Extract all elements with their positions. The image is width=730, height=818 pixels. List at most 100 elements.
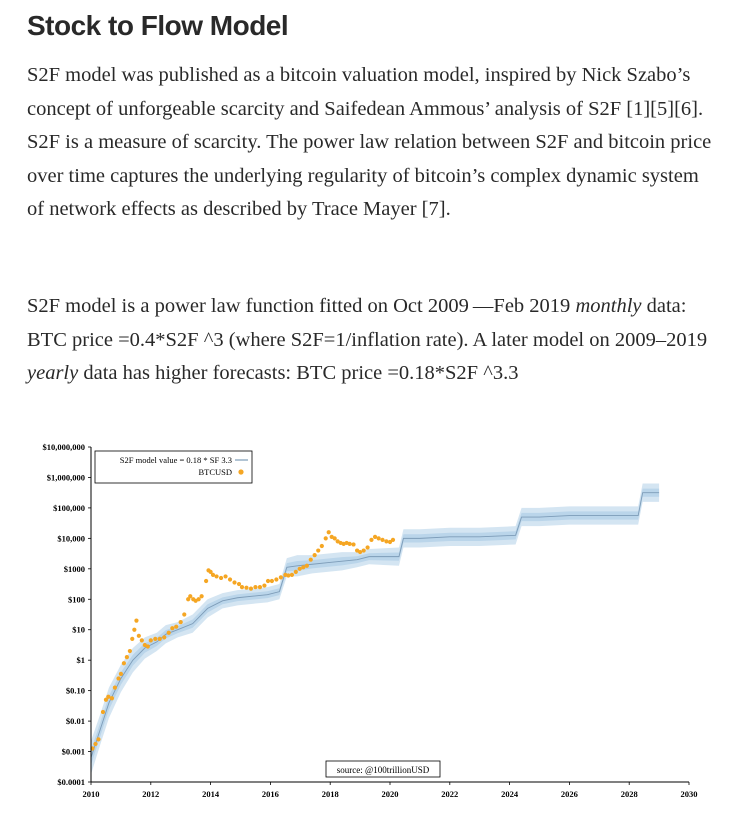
source-label: source: @100trillionUSD: [337, 765, 430, 775]
source-annotation: source: @100trillionUSD: [325, 760, 441, 778]
x-tick-label: 2020: [382, 789, 399, 799]
btc-point: [297, 566, 302, 571]
btc-point: [239, 584, 245, 590]
model-line-layer: [90, 492, 660, 758]
btc-point: [106, 694, 111, 699]
model-text-monthly: monthly: [575, 295, 642, 317]
btc-point: [109, 696, 115, 701]
btc-point: [244, 585, 249, 590]
btc-point: [248, 586, 254, 591]
y-tick-label: $0.001: [62, 747, 85, 757]
btc-point: [127, 648, 132, 654]
btc-point: [139, 638, 144, 643]
btc-point: [274, 577, 279, 582]
btc-point: [358, 549, 363, 555]
btc-point: [326, 530, 331, 535]
x-tick-label: 2030: [681, 789, 698, 799]
btc-point: [214, 574, 219, 579]
y-tick-label: $1000: [64, 564, 85, 574]
btc-point: [199, 594, 204, 599]
btc-point: [316, 548, 321, 553]
btc-point: [204, 578, 209, 584]
btc-point: [196, 597, 201, 602]
btc-point: [253, 584, 258, 590]
x-tick-label: 2016: [262, 789, 279, 799]
y-tick-label: $0.01: [66, 716, 85, 726]
x-tick-label: 2014: [202, 789, 220, 799]
btc-point: [121, 661, 126, 666]
model-text-1: S2F model is a power law function fitted…: [27, 295, 576, 317]
btc-point: [210, 572, 216, 578]
x-tick-label: 2012: [142, 789, 159, 799]
model-text-2: data: BTC price =0.4*S2F ^3 (where S2F=1…: [27, 295, 708, 351]
btc-point: [232, 580, 237, 585]
btc-point: [265, 578, 271, 584]
btc-point: [319, 543, 324, 549]
legend-btc-swatch: [238, 469, 244, 475]
s2f-chart: $0.0001 $0.001 $0.01 $0.10 $1 $10 $100 $1000 $10…: [0, 430, 730, 815]
y-tick-label: $0.10: [66, 686, 85, 696]
axis-layer: $0.0001 $0.001 $0.01 $0.10 $1 $10 $100 $1000 $10…: [43, 442, 698, 799]
model-paragraph: S2F model is a power law function fitted…: [27, 290, 717, 391]
btc-point: [236, 581, 242, 587]
x-tick-label: 2024: [501, 789, 519, 799]
btc-point: [384, 539, 389, 544]
x-tick-label: 2028: [621, 789, 638, 799]
x-tick-label: 2026: [561, 789, 578, 799]
legend-btc-label: BTCUSD: [198, 467, 232, 477]
btc-point: [208, 569, 213, 574]
btc-point: [301, 565, 306, 570]
y-tick-label: $10,000: [57, 533, 85, 543]
btc-point: [188, 594, 193, 599]
model-line: [90, 492, 660, 758]
btc-point: [361, 548, 366, 553]
y-tick-label: $0.0001: [57, 777, 85, 787]
btc-point: [262, 583, 267, 588]
model-band-inner: [91, 488, 660, 766]
btc-point: [130, 636, 135, 641]
btc-point: [289, 572, 295, 578]
btc-point: [380, 537, 385, 542]
btc-point: [218, 575, 224, 581]
btc-point: [286, 573, 291, 578]
btc-point: [223, 574, 228, 579]
btc-point: [323, 536, 328, 541]
model-band-layer: [91, 483, 660, 775]
btc-point: [132, 627, 137, 632]
article-title: Stock to Flow Model: [27, 10, 289, 41]
btc-point: [376, 536, 381, 541]
chart-legend: S2F model value = 0.18 * SF 3.3 BTCUSD: [94, 450, 253, 484]
btc-point: [103, 697, 109, 702]
btc-point: [293, 569, 298, 574]
y-tick-label: $1,000,000: [47, 472, 85, 482]
x-tick-label: 2010: [83, 789, 100, 799]
btc-point: [182, 612, 187, 617]
btc-point: [186, 597, 191, 602]
btc-point: [372, 534, 378, 539]
btc-point: [170, 626, 175, 631]
x-tick-label: 2022: [441, 789, 458, 799]
btc-point: [178, 620, 183, 625]
btc-point: [96, 737, 101, 742]
model-text-yearly: yearly: [27, 362, 79, 384]
y-tick-label: $1: [77, 655, 86, 665]
btc-point: [365, 545, 370, 550]
legend-model-label: S2F model value = 0.18 * SF 3.3: [120, 455, 232, 465]
btc-point: [93, 741, 98, 747]
btc-point: [269, 578, 274, 584]
btc-point: [308, 557, 313, 562]
btc-dot-layer: [90, 530, 396, 751]
btc-point: [347, 541, 352, 546]
btc-point: [332, 536, 337, 541]
btc-point: [351, 542, 356, 547]
y-tick-label: $100: [68, 594, 85, 604]
model-text-3: data has higher forecasts: BTC price =0.…: [78, 362, 519, 384]
btc-point: [174, 624, 179, 629]
btc-point: [312, 553, 317, 558]
btc-point: [157, 636, 162, 641]
btc-point: [148, 638, 153, 643]
y-tick-label: $100,000: [53, 503, 85, 513]
y-tick-label: $10,000,000: [43, 442, 86, 452]
y-tick-label: $10: [72, 625, 85, 635]
intro-paragraph: S2F model was published as a bitcoin val…: [27, 64, 712, 220]
